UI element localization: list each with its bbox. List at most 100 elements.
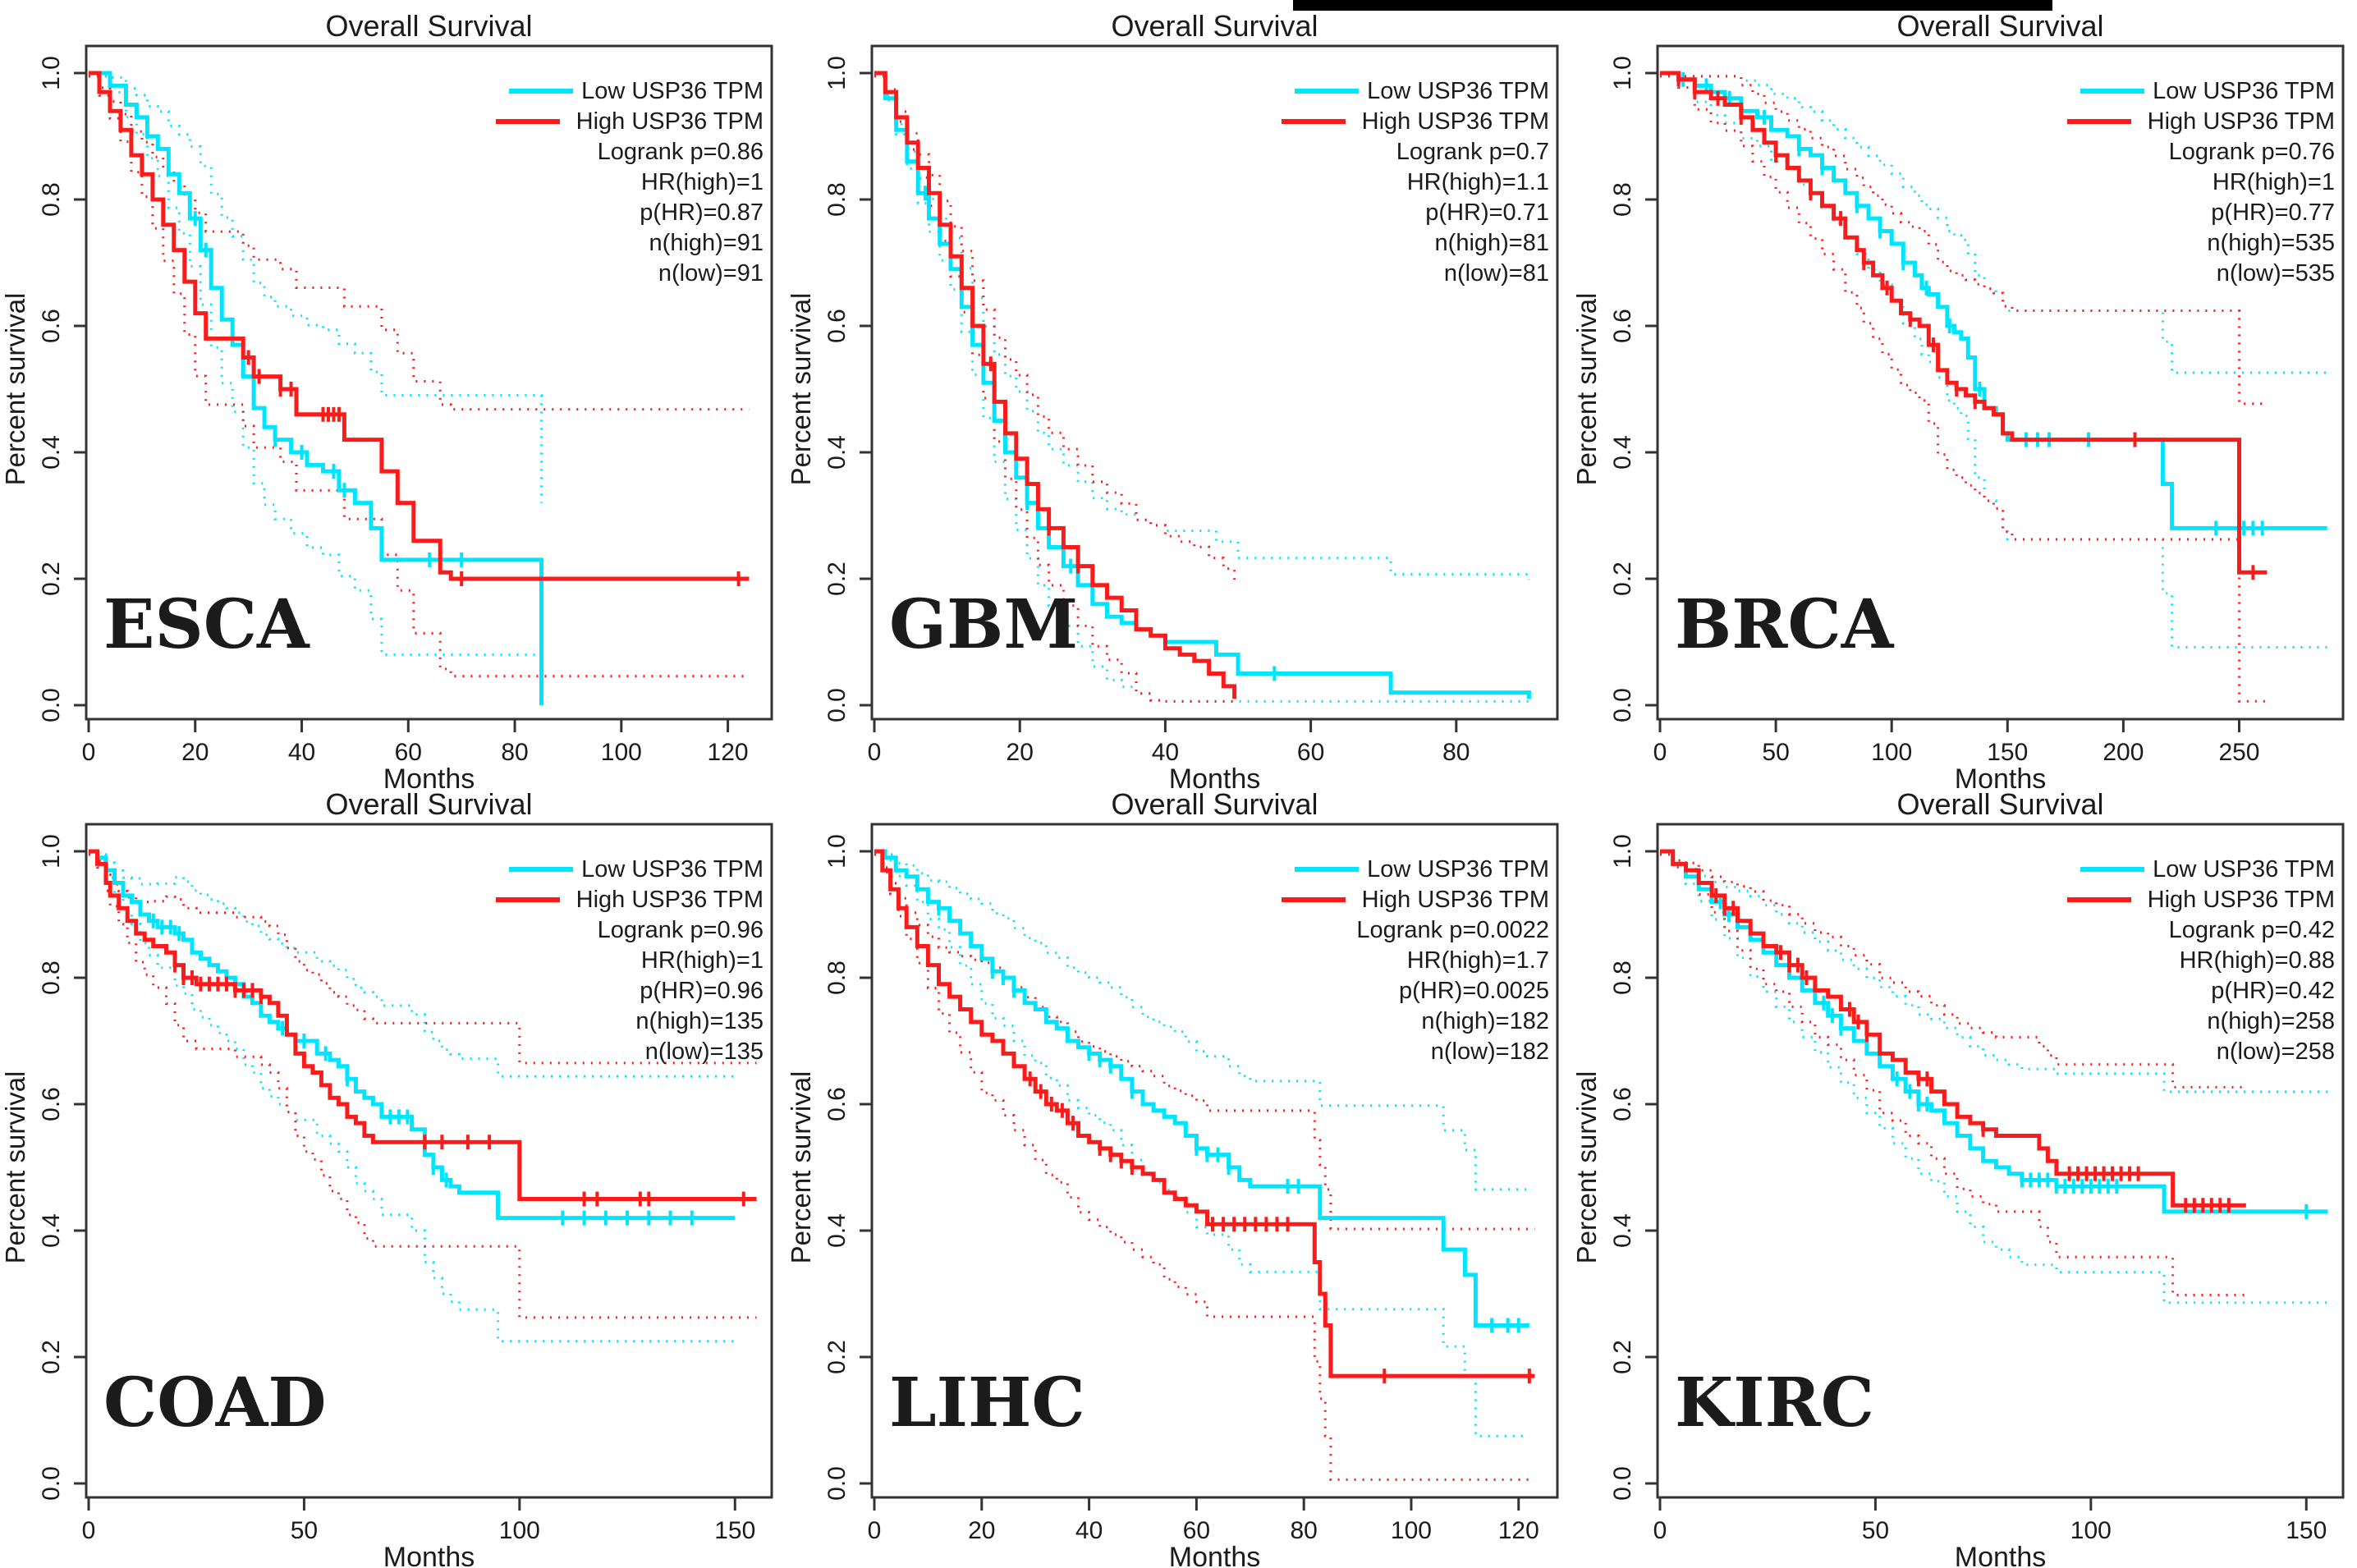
cancer-type-label: COAD	[103, 1364, 326, 1442]
y-tick-label: 0.8	[38, 961, 65, 995]
legend-label-low: Low USP36 TPM	[1367, 856, 1549, 883]
stat-line: Logrank p=0.86	[598, 139, 764, 165]
x-tick-label: 60	[1297, 739, 1324, 766]
high-ci-upper	[874, 75, 1236, 580]
legend-label-low: Low USP36 TPM	[2153, 78, 2335, 104]
stat-line: Logrank p=0.0022	[1356, 917, 1549, 943]
x-tick-label: 0	[868, 739, 882, 766]
y-axis-label: Percent survival	[0, 293, 30, 486]
stat-line: p(HR)=0.0025	[1399, 978, 1549, 1004]
x-tick-label: 20	[1007, 739, 1034, 766]
x-axis-label: Months	[1955, 1542, 2047, 1568]
stat-line: n(low)=182	[1431, 1038, 1549, 1065]
y-tick-label: 0.0	[823, 688, 851, 722]
x-axis-label: Months	[1955, 763, 2047, 790]
legend-label-high: High USP36 TPM	[2148, 108, 2335, 135]
x-tick-label: 250	[2218, 739, 2259, 766]
x-axis-label: Months	[1169, 763, 1261, 790]
y-axis-label: Percent survival	[786, 1071, 816, 1264]
km-panel-coad: Overall Survival 1.0 0.8 0.6 0.4 0.2 0.0 Percen…	[0, 790, 786, 1568]
stat-line: n(high)=535	[2207, 230, 2335, 256]
x-axis-label: Months	[1169, 1542, 1261, 1568]
x-tick-label: 80	[1290, 1517, 1317, 1544]
x-tick-label: 0	[82, 739, 96, 766]
plot-title: Overall Survival	[325, 11, 532, 43]
low-ci-upper	[874, 853, 1529, 1191]
stat-line: HR(high)=1.1	[1407, 169, 1549, 195]
survival-plot-grid: Overall Survival 1.0 0.8 0.6 0.4 0.2 0.0 Percen…	[0, 11, 2357, 1568]
high-ci-upper	[1660, 75, 2268, 406]
x-tick-label: 50	[291, 1517, 318, 1544]
stat-line: n(high)=91	[649, 230, 764, 256]
stat-line: p(HR)=0.42	[2211, 978, 2335, 1004]
x-tick-label: 60	[1183, 1517, 1210, 1544]
y-tick-label: 0.4	[1609, 1213, 1636, 1248]
plot-border	[85, 44, 773, 721]
y-axis-label: Percent survival	[0, 1071, 30, 1264]
low-survival-curve	[89, 71, 543, 705]
y-tick-label: 1.0	[823, 834, 851, 869]
stat-line: p(HR)=0.96	[640, 978, 764, 1004]
y-tick-label: 0.0	[38, 1466, 65, 1501]
legend-label-high: High USP36 TPM	[1362, 887, 1549, 913]
y-tick-label: 1.0	[1609, 56, 1636, 90]
low-ci-lower	[1660, 71, 2327, 649]
x-tick-label: 40	[288, 739, 315, 766]
y-tick-label: 0.8	[38, 182, 65, 217]
km-chart-coad: Overall Survival 1.0 0.8 0.6 0.4 0.2 0.0 Percen…	[0, 790, 773, 1568]
x-tick-label: 20	[968, 1517, 995, 1544]
x-tick-label: 120	[1498, 1517, 1539, 1544]
legend-label-low: Low USP36 TPM	[581, 78, 764, 104]
km-chart-brca: Overall Survival 1.0 0.8 0.6 0.4 0.2 0.0 Percen…	[1571, 11, 2345, 790]
y-tick-label: 0.4	[823, 1213, 851, 1248]
km-chart-esca: Overall Survival 1.0 0.8 0.6 0.4 0.2 0.0 Percen…	[0, 11, 773, 790]
y-axis-label: Percent survival	[1571, 293, 1602, 486]
low-ci-upper	[1660, 75, 2327, 374]
x-tick-label: 100	[1391, 1517, 1432, 1544]
high-ci-lower	[1660, 850, 2246, 1296]
x-tick-label: 50	[1862, 1517, 1889, 1544]
y-tick-label: 0.0	[38, 688, 65, 722]
y-axis-label: Percent survival	[786, 293, 816, 486]
x-tick-label: 100	[499, 1517, 540, 1544]
x-tick-label: 150	[1987, 739, 2028, 766]
y-tick-label: 1.0	[38, 834, 65, 869]
y-tick-label: 0.6	[38, 1087, 65, 1121]
stat-line: HR(high)=0.88	[2180, 947, 2335, 974]
y-tick-label: 0.8	[823, 961, 851, 995]
legend-label-low: Low USP36 TPM	[581, 856, 764, 883]
plot-border	[1656, 44, 2345, 721]
top-black-bar	[1293, 0, 2052, 11]
km-panel-kirc: Overall Survival 1.0 0.8 0.6 0.4 0.2 0.0 Percen…	[1571, 790, 2357, 1568]
stat-line: p(HR)=0.77	[2211, 199, 2335, 226]
y-tick-label: 0.6	[1609, 1087, 1636, 1121]
y-tick-label: 0.2	[823, 562, 851, 596]
y-tick-label: 0.2	[38, 1340, 65, 1374]
x-axis-label: Months	[383, 1542, 475, 1568]
y-tick-label: 0.0	[1609, 688, 1636, 722]
legend-label-low: Low USP36 TPM	[2153, 856, 2335, 883]
plot-title: Overall Survival	[325, 790, 532, 821]
plot-title: Overall Survival	[1111, 790, 1318, 821]
km-panel-gbm: Overall Survival 1.0 0.8 0.6 0.4 0.2 0.0 Percen…	[786, 11, 1571, 790]
y-tick-label: 0.6	[823, 309, 851, 343]
stat-line: n(low)=91	[658, 260, 764, 287]
x-tick-label: 40	[1075, 1517, 1103, 1544]
km-chart-gbm: Overall Survival 1.0 0.8 0.6 0.4 0.2 0.0 Percen…	[786, 11, 1559, 790]
stat-line: n(high)=182	[1421, 1008, 1549, 1034]
plot-border	[1656, 823, 2345, 1499]
stat-line: Logrank p=0.7	[1396, 139, 1549, 165]
high-ci-upper	[1660, 853, 2246, 1089]
x-tick-label: 150	[714, 1517, 755, 1544]
y-tick-label: 1.0	[38, 56, 65, 90]
legend-label-low: Low USP36 TPM	[1367, 78, 1549, 104]
x-tick-label: 20	[181, 739, 209, 766]
km-panel-esca: Overall Survival 1.0 0.8 0.6 0.4 0.2 0.0 Percen…	[0, 11, 786, 790]
y-tick-label: 0.2	[1609, 562, 1636, 596]
stat-line: n(high)=81	[1435, 230, 1549, 256]
stat-line: HR(high)=1.7	[1407, 947, 1549, 974]
low-survival-curve	[89, 849, 736, 1221]
legend-label-high: High USP36 TPM	[1362, 108, 1549, 135]
stat-line: n(low)=81	[1444, 260, 1549, 287]
